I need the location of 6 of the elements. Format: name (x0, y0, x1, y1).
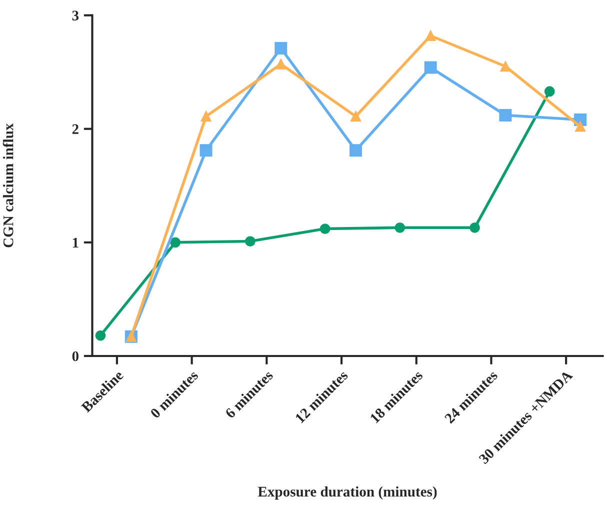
y-axis-title: CGN calcium influx (2, 123, 14, 248)
y-tick-label: 0 (72, 351, 79, 362)
y-tick-label: 3 (72, 10, 79, 21)
x-axis-title: Exposure duration (minutes) (258, 486, 437, 500)
y-tick-label: 2 (72, 124, 78, 134)
y-tick-label: 1 (72, 238, 78, 248)
